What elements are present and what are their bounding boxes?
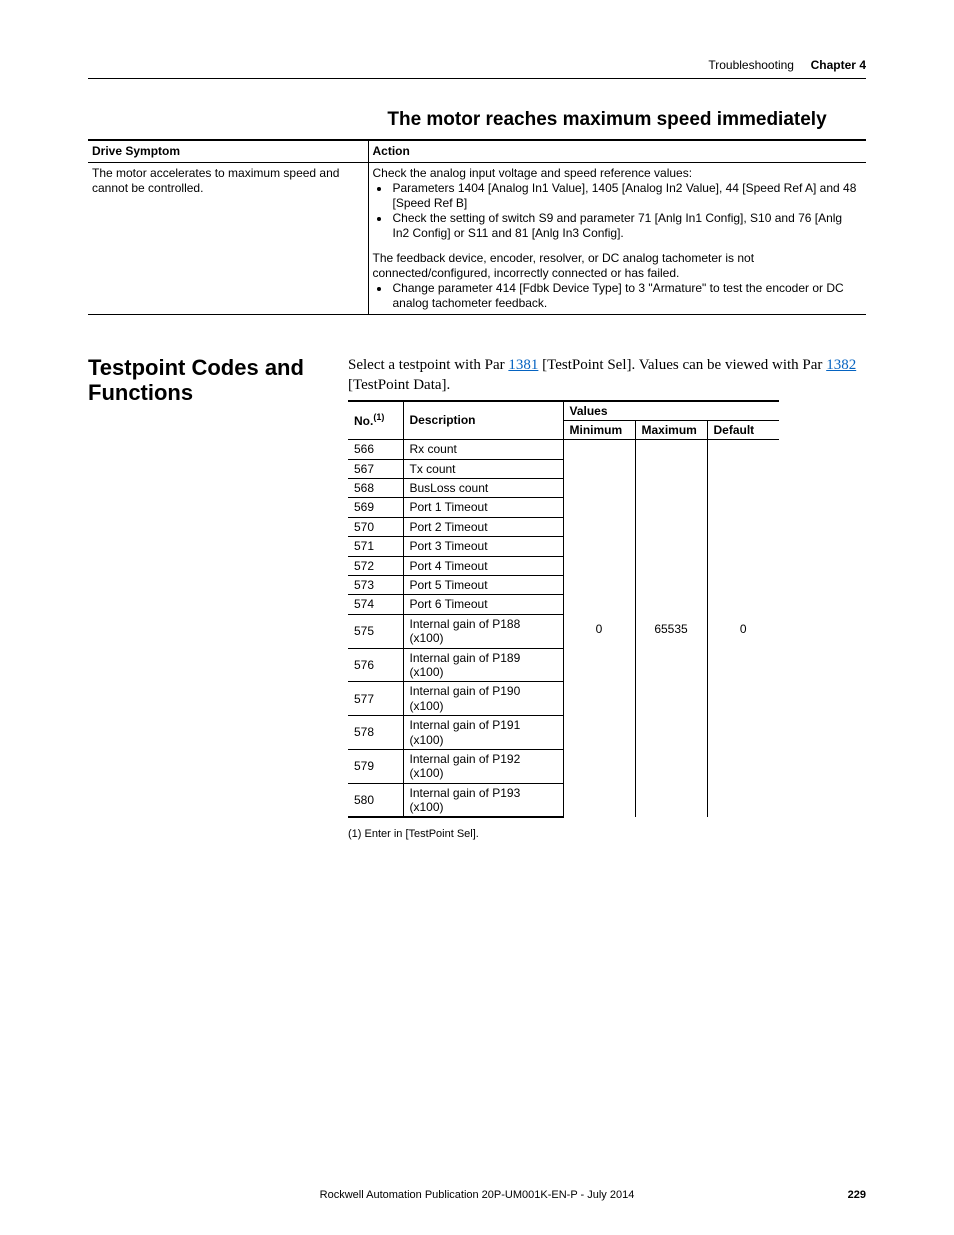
col-header-action: Action [368,140,866,163]
cell-no: 566 [348,440,403,459]
testpoint-table: No.(1) Description Values Minimum Maximu… [348,400,779,819]
cell-desc: Port 6 Timeout [403,595,563,614]
symptom-cell: The motor accelerates to maximum speed a… [88,163,368,315]
side-heading-testpoint: Testpoint Codes and Functions [88,355,348,406]
action-intro: Check the analog input voltage and speed… [373,166,863,181]
cell-min: 0 [563,440,635,818]
link-par-1381[interactable]: 1381 [508,357,538,373]
section-title-max-speed: The motor reaches maximum speed immediat… [348,109,866,131]
cell-desc: Internal gain of P189 (x100) [403,648,563,682]
table-row: 566Rx count0655350 [348,440,779,459]
cell-no: 575 [348,614,403,648]
intro-text: [TestPoint Data]. [348,377,450,393]
cell-no: 568 [348,479,403,498]
header-chapter: Chapter 4 [811,58,866,72]
cell-max: 65535 [635,440,707,818]
cell-no: 569 [348,498,403,517]
running-head: Troubleshooting Chapter 4 [88,58,866,72]
cell-no: 579 [348,749,403,783]
testpoint-intro: Select a testpoint with Par 1381 [TestPo… [348,355,866,396]
table-footnote: (1) Enter in [TestPoint Sel]. [348,828,866,840]
footer-publication: Rockwell Automation Publication 20P-UM00… [0,1189,954,1201]
cell-desc: Rx count [403,440,563,459]
cell-no: 571 [348,537,403,556]
cell-no: 578 [348,716,403,750]
col-no-sup: (1) [373,412,384,422]
cell-desc: Internal gain of P191 (x100) [403,716,563,750]
cell-no: 577 [348,682,403,716]
cell-desc: BusLoss count [403,479,563,498]
cell-no: 576 [348,648,403,682]
cell-no: 572 [348,556,403,575]
cell-desc: Internal gain of P188 (x100) [403,614,563,648]
col-header-min: Minimum [563,420,635,439]
page-footer: Rockwell Automation Publication 20P-UM00… [0,1189,954,1201]
col-header-def: Default [707,420,779,439]
col-header-no: No.(1) [348,401,403,440]
intro-text: Select a testpoint with Par [348,357,508,373]
col-no-label: No. [354,414,373,428]
cell-desc: Port 4 Timeout [403,556,563,575]
cell-desc: Port 2 Timeout [403,517,563,536]
cell-no: 570 [348,517,403,536]
cell-desc: Port 1 Timeout [403,498,563,517]
action2-bullet: Change parameter 414 [Fdbk Device Type] … [391,281,863,311]
cell-def: 0 [707,440,779,818]
cell-desc: Port 5 Timeout [403,576,563,595]
col-header-values: Values [563,401,779,421]
header-section: Troubleshooting [708,58,794,72]
symptom-row: The motor accelerates to maximum speed a… [88,163,866,315]
col-header-desc: Description [403,401,563,440]
cell-desc: Port 3 Timeout [403,537,563,556]
cell-no: 573 [348,576,403,595]
cell-no: 567 [348,459,403,478]
intro-text: [TestPoint Sel]. Values can be viewed wi… [538,357,826,373]
action-bullet: Check the setting of switch S9 and param… [391,211,863,241]
link-par-1382[interactable]: 1382 [826,357,856,373]
header-rule [88,78,866,79]
cell-no: 580 [348,783,403,817]
symptom-table: Drive Symptom Action The motor accelerat… [88,139,866,315]
action-cell: Check the analog input voltage and speed… [368,163,866,315]
footer-page-number: 229 [848,1189,866,1201]
col-header-max: Maximum [635,420,707,439]
cell-desc: Internal gain of P193 (x100) [403,783,563,817]
cell-desc: Internal gain of P192 (x100) [403,749,563,783]
col-header-symptom: Drive Symptom [88,140,368,163]
cell-desc: Internal gain of P190 (x100) [403,682,563,716]
cell-desc: Tx count [403,459,563,478]
cell-no: 574 [348,595,403,614]
action2-intro: The feedback device, encoder, resolver, … [373,251,863,281]
action-bullet: Parameters 1404 [Analog In1 Value], 1405… [391,181,863,211]
